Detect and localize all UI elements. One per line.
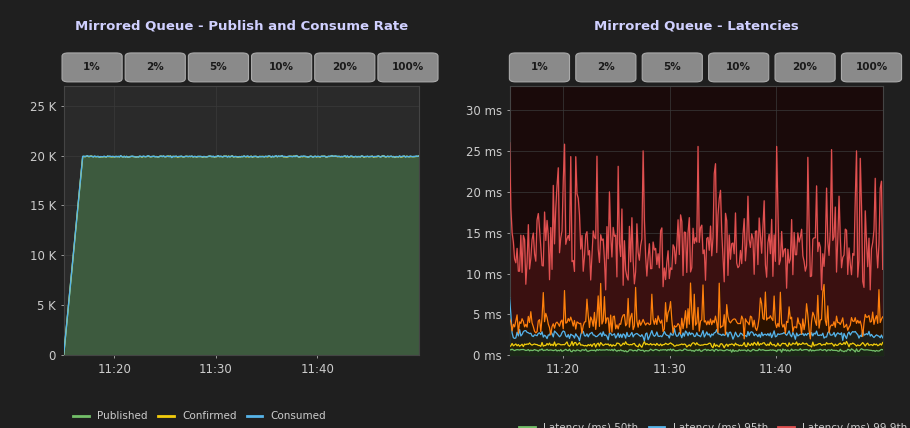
Text: 100%: 100%: [392, 62, 424, 72]
Text: Mirrored Queue - Publish and Consume Rate: Mirrored Queue - Publish and Consume Rat…: [75, 19, 408, 32]
FancyBboxPatch shape: [188, 53, 248, 82]
Text: 10%: 10%: [269, 62, 294, 72]
FancyBboxPatch shape: [510, 53, 570, 82]
FancyBboxPatch shape: [315, 53, 375, 82]
Text: 100%: 100%: [855, 62, 887, 72]
FancyBboxPatch shape: [126, 53, 186, 82]
Text: 2%: 2%: [147, 62, 164, 72]
FancyBboxPatch shape: [251, 53, 311, 82]
Text: 2%: 2%: [597, 62, 615, 72]
Text: 10%: 10%: [726, 62, 751, 72]
Text: Mirrored Queue - Latencies: Mirrored Queue - Latencies: [593, 19, 799, 32]
Text: 20%: 20%: [332, 62, 358, 72]
FancyBboxPatch shape: [576, 53, 636, 82]
FancyBboxPatch shape: [842, 53, 902, 82]
Text: 20%: 20%: [793, 62, 817, 72]
Text: 1%: 1%: [531, 62, 549, 72]
FancyBboxPatch shape: [378, 53, 438, 82]
Text: 1%: 1%: [83, 62, 101, 72]
Text: 5%: 5%: [209, 62, 228, 72]
FancyBboxPatch shape: [62, 53, 122, 82]
FancyBboxPatch shape: [709, 53, 769, 82]
FancyBboxPatch shape: [775, 53, 835, 82]
FancyBboxPatch shape: [642, 53, 703, 82]
Text: 5%: 5%: [663, 62, 682, 72]
Legend: Published, Confirmed, Consumed: Published, Confirmed, Consumed: [69, 407, 330, 425]
Legend: Latency (ms) 50th, Latency (ms) 75th, Latency (ms) 95th, Latency (ms) 99th, Late: Latency (ms) 50th, Latency (ms) 75th, La…: [515, 419, 910, 428]
